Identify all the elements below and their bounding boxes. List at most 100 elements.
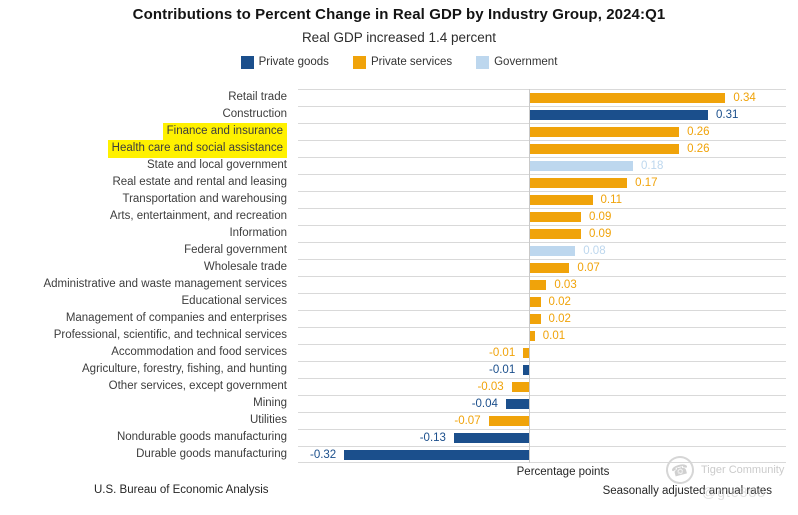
plot-cell: 0.08: [298, 242, 786, 259]
value-label: 0.01: [542, 330, 566, 342]
value-label: 0.02: [548, 313, 571, 325]
chart-rows: Retail trade 0.34 Construction 0.31 Finance …: [0, 89, 798, 463]
zero-axis-line: [529, 89, 530, 463]
plot-cell: -0.01: [298, 361, 786, 378]
bar: [488, 416, 529, 426]
category-cell: Real estate and rental and leasing: [0, 174, 298, 191]
category-label: Educational services: [181, 295, 287, 307]
legend-item: Private goods: [240, 55, 329, 69]
bar: [529, 127, 680, 137]
value-label: -0.01: [489, 364, 516, 376]
chart-row: Information 0.09: [0, 225, 798, 242]
legend-label: Government: [494, 56, 558, 68]
category-label: Federal government: [184, 244, 287, 256]
plot-cell: -0.07: [298, 412, 786, 429]
category-label: Durable goods manufacturing: [136, 448, 287, 460]
bar: [529, 93, 726, 103]
chart-row: Retail trade 0.34: [0, 89, 798, 106]
bar: [453, 433, 529, 443]
value-label: -0.04: [471, 398, 498, 410]
plot-cell: 0.02: [298, 293, 786, 310]
category-cell: Agriculture, forestry, fishing, and hunt…: [0, 361, 298, 378]
category-cell: Nondurable goods manufacturing: [0, 429, 298, 446]
plot-cell: -0.03: [298, 378, 786, 395]
category-label: Wholesale trade: [203, 261, 287, 273]
category-label: Finance and insurance: [162, 123, 287, 141]
value-label: 0.34: [733, 92, 756, 104]
chart-row: Finance and insurance 0.26: [0, 123, 798, 141]
category-label: Other services, except government: [108, 380, 287, 392]
chart-row: Professional, scientific, and technical …: [0, 327, 798, 344]
value-label: 0.31: [716, 109, 739, 121]
legend-item: Private services: [352, 55, 453, 69]
category-label: Management of companies and enterprises: [65, 312, 287, 324]
category-cell: Administrative and waste management serv…: [0, 276, 298, 293]
chart-row: Administrative and waste management serv…: [0, 276, 798, 293]
plot-cell: 0.26: [298, 140, 786, 157]
category-cell: Other services, except government: [0, 378, 298, 395]
bar: [529, 178, 628, 188]
bar: [529, 280, 547, 290]
category-label: Mining: [253, 397, 287, 409]
chart-row: Transportation and warehousing 0.11: [0, 191, 798, 208]
chart-row: Durable goods manufacturing -0.32: [0, 446, 798, 463]
category-cell: Utilities: [0, 412, 298, 429]
plot-cell: 0.17: [298, 174, 786, 191]
watermark: ☎ Tiger Community: [662, 452, 784, 488]
chart-row: Nondurable goods manufacturing -0.13: [0, 429, 798, 446]
category-label: Professional, scientific, and technical …: [53, 329, 287, 341]
bar: [505, 399, 529, 409]
category-cell: Accommodation and food services: [0, 344, 298, 361]
category-cell: Arts, entertainment, and recreation: [0, 208, 298, 225]
chart-row: Accommodation and food services -0.01: [0, 344, 798, 361]
plot-cell: 0.07: [298, 259, 786, 276]
category-cell: Educational services: [0, 293, 298, 310]
category-label: Health care and social assistance: [107, 140, 287, 158]
chart-row: Other services, except government -0.03: [0, 378, 798, 395]
category-label: Administrative and waste management serv…: [43, 278, 287, 290]
category-label: Transportation and warehousing: [122, 193, 287, 205]
chart-row: Arts, entertainment, and recreation 0.09: [0, 208, 798, 225]
category-label: Nondurable goods manufacturing: [116, 431, 287, 443]
bar: [344, 450, 529, 460]
value-label: -0.01: [489, 347, 516, 359]
legend-label: Private services: [370, 56, 453, 68]
chart-row: Educational services 0.02: [0, 293, 798, 310]
value-label: 0.09: [588, 211, 612, 223]
value-label: 0.26: [687, 126, 710, 138]
plot-cell: 0.11: [298, 191, 786, 208]
category-cell: Retail trade: [0, 89, 298, 106]
chart-row: Mining -0.04: [0, 395, 798, 412]
chart-title: Contributions to Percent Change in Real …: [132, 6, 666, 23]
category-label: Accommodation and food services: [111, 346, 287, 358]
note-text: Seasonally adjusted annual rates: [602, 485, 772, 497]
value-label: 0.11: [600, 194, 623, 206]
plot-cell: 0.02: [298, 310, 786, 327]
value-label: 0.02: [548, 296, 571, 308]
chart-row: Wholesale trade 0.07: [0, 259, 798, 276]
chart-row: Management of companies and enterprises 0…: [0, 310, 798, 327]
legend-swatch: [240, 55, 254, 69]
bar: [529, 331, 535, 341]
bar: [529, 110, 709, 120]
bar: [529, 246, 576, 256]
value-label: -0.13: [419, 432, 446, 444]
category-label: Real estate and rental and leasing: [112, 176, 287, 188]
watermark-handle: @gte888: [702, 484, 767, 500]
category-cell: Federal government: [0, 242, 298, 259]
legend-swatch: [352, 55, 366, 69]
category-cell: State and local government: [0, 157, 298, 174]
value-label: 0.09: [588, 228, 612, 240]
bar: [529, 314, 541, 324]
category-cell: Transportation and warehousing: [0, 191, 298, 208]
legend-item: Government: [476, 55, 558, 69]
value-label: 0.08: [583, 245, 606, 257]
bar: [529, 144, 680, 154]
bar: [529, 212, 581, 222]
category-cell: Mining: [0, 395, 298, 412]
category-cell: Professional, scientific, and technical …: [0, 327, 298, 344]
bar: [523, 348, 529, 358]
plot-cell: -0.13: [298, 429, 786, 446]
value-label: -0.32: [309, 449, 337, 461]
plot-cell: -0.01: [298, 344, 786, 361]
